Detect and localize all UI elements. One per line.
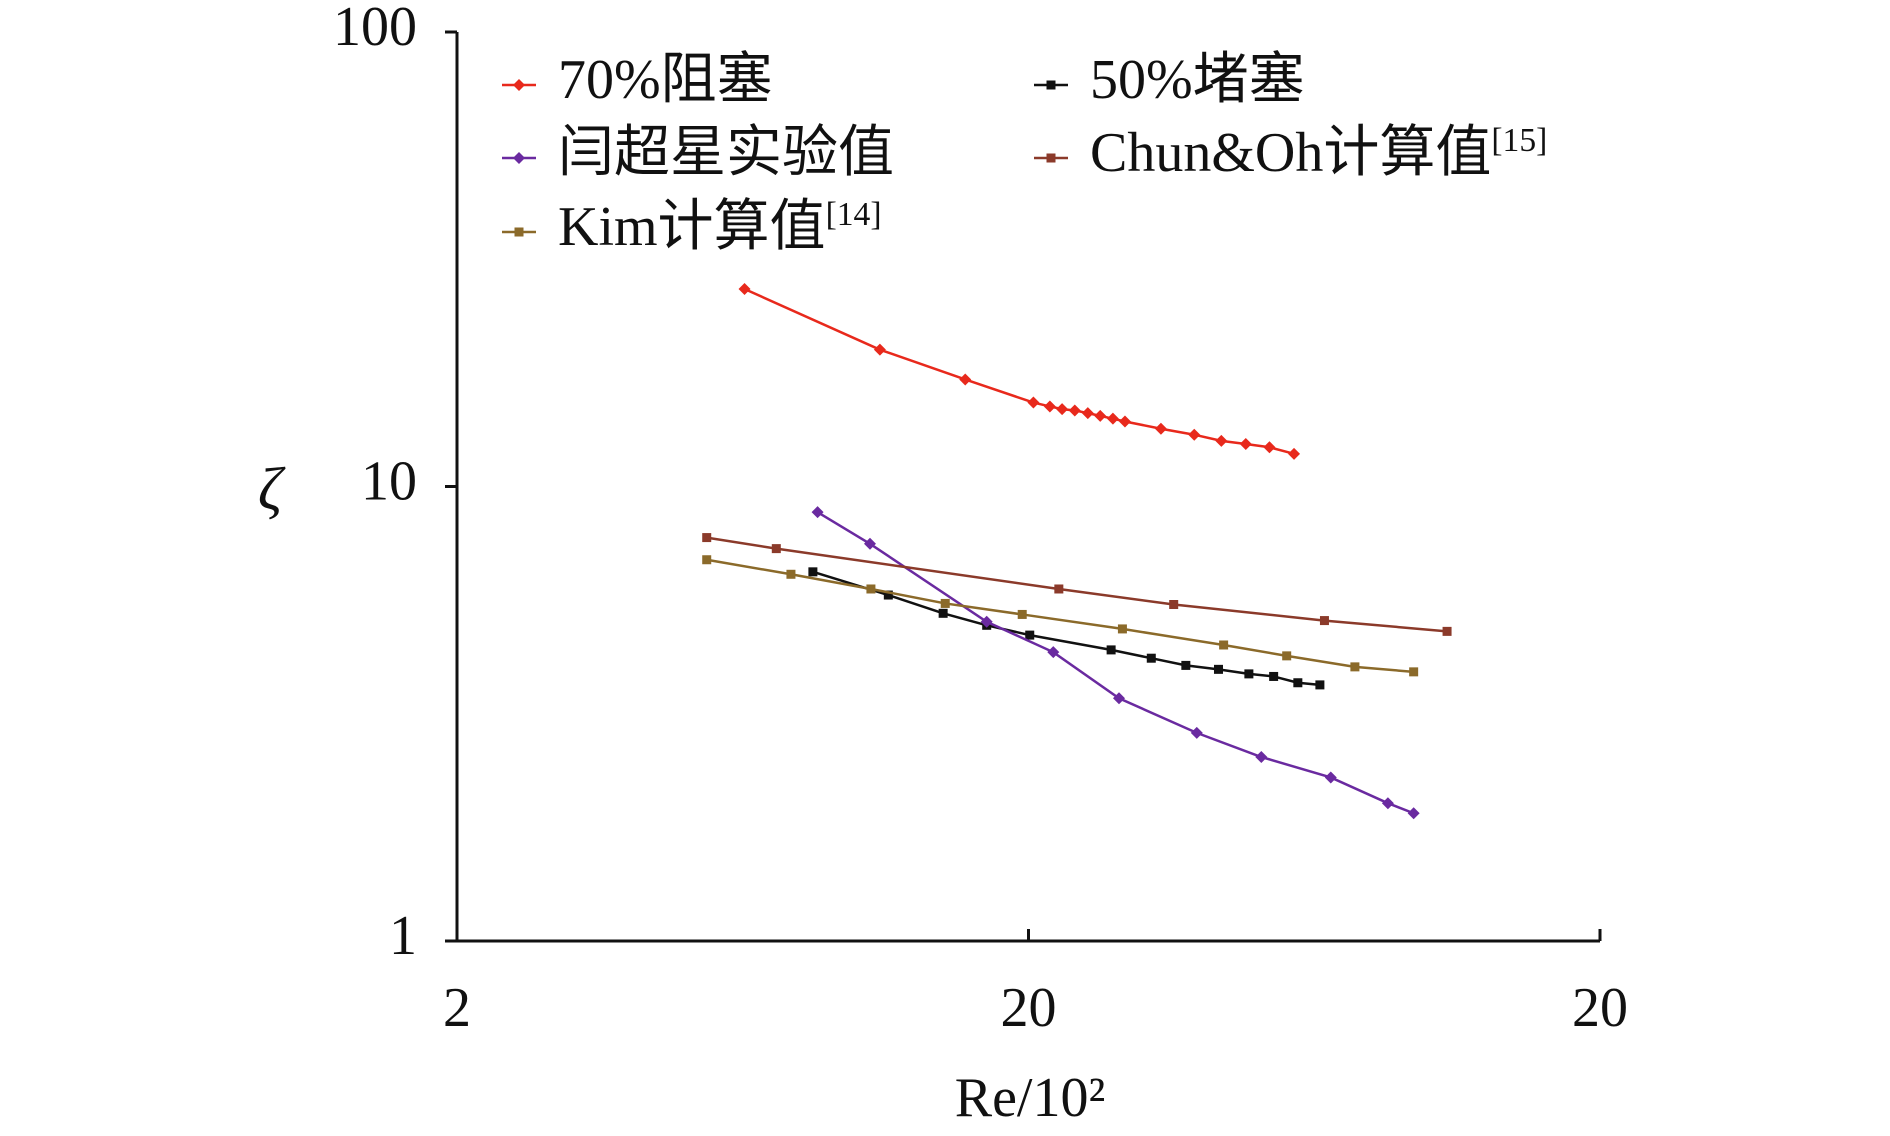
legend-label: 50%堵塞 (1090, 49, 1305, 111)
data-point (1118, 415, 1131, 428)
x-tick-label: 2 (443, 977, 471, 1039)
data-point (1106, 412, 1119, 425)
data-point (1117, 624, 1127, 634)
data-point (980, 615, 993, 628)
data-point (1215, 434, 1228, 447)
data-point (1027, 396, 1040, 409)
data-point (1324, 771, 1337, 784)
legend-marker (513, 79, 525, 91)
data-point (1315, 680, 1325, 690)
data-point (1244, 669, 1254, 679)
data-point (1068, 404, 1081, 417)
data-point (1056, 403, 1069, 416)
data-point (1017, 609, 1027, 619)
data-point (1025, 630, 1035, 640)
data-point (1188, 428, 1201, 441)
data-point (1319, 616, 1329, 626)
data-point (863, 537, 876, 550)
data-point (786, 569, 796, 579)
data-point (1219, 640, 1229, 650)
x-tick-label: 20 (1001, 977, 1057, 1039)
data-point (1106, 645, 1116, 655)
data-point (1054, 584, 1064, 594)
data-point (1094, 409, 1107, 422)
data-point (940, 598, 950, 608)
y-tick-label: 10 (361, 450, 417, 512)
legend-label: Chun&Oh计算值[15] (1090, 122, 1547, 184)
data-point (1293, 678, 1303, 688)
x-tick-label: 20 (1572, 977, 1628, 1039)
data-point (1213, 664, 1223, 674)
data-point (1043, 400, 1056, 413)
legend-label: Kim计算值[14] (558, 196, 882, 258)
data-point (1269, 671, 1279, 681)
legend-marker (1046, 153, 1056, 163)
data-point (959, 373, 972, 386)
data-point (811, 506, 824, 519)
data-point (1407, 807, 1420, 820)
data-point (1113, 692, 1126, 705)
series-line (744, 287, 1295, 456)
legend-marker (1046, 80, 1056, 90)
data-point (938, 608, 948, 618)
data-point (1409, 667, 1419, 677)
data-point (1190, 726, 1203, 739)
data-point (1154, 422, 1167, 435)
data-point (1081, 407, 1094, 420)
x-axis-label: Re/10² (955, 1067, 1106, 1129)
data-point (1288, 447, 1301, 460)
legend-label: 闫超星实验值 (558, 122, 894, 184)
data-point (1282, 651, 1292, 661)
y-tick-label: 100 (333, 0, 417, 58)
data-point (1181, 660, 1191, 670)
legend-marker (513, 152, 525, 164)
data-point (808, 567, 818, 577)
data-point (873, 343, 886, 356)
legend-marker (514, 227, 524, 237)
series-line (706, 536, 1448, 633)
data-point (1263, 441, 1276, 454)
data-point (866, 584, 876, 594)
data-point (1442, 626, 1452, 636)
data-point (1255, 751, 1268, 764)
data-point (1169, 600, 1179, 610)
data-point (883, 590, 893, 600)
legend-label: 70%阻塞 (558, 49, 773, 111)
y-tick-label: 1 (389, 905, 417, 967)
data-point (702, 555, 712, 565)
data-point (702, 533, 712, 543)
data-point (1239, 438, 1252, 451)
data-point (1350, 662, 1360, 672)
data-point (1146, 653, 1156, 663)
data-point (738, 282, 751, 295)
series-line (706, 558, 1414, 674)
data-point (771, 544, 781, 554)
y-axis-label: ζ (258, 456, 286, 522)
series-line (816, 511, 1415, 815)
data-point (1047, 646, 1060, 659)
data-point (1381, 797, 1394, 810)
